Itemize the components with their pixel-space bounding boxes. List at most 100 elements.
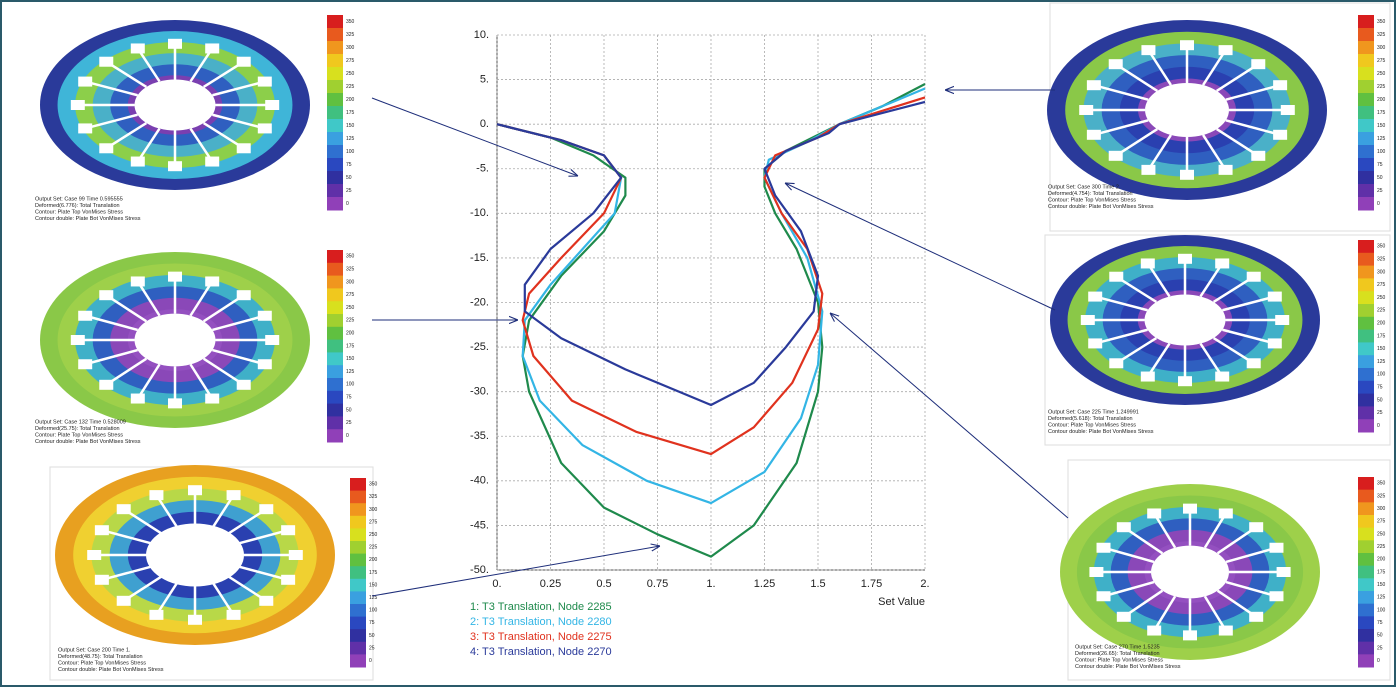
colorbar-label: 200 (369, 557, 378, 563)
colorbar-label: 25 (346, 420, 352, 426)
colorbar-segment (327, 28, 343, 42)
colorbar-segment (350, 654, 366, 667)
spoke-pad (168, 272, 182, 282)
spoke-pad (1109, 358, 1123, 368)
colorbar-label: 50 (1377, 397, 1383, 403)
spoke-pad (205, 276, 219, 286)
colorbar-segment (1358, 41, 1374, 55)
colorbar-label: 125 (1377, 359, 1386, 365)
line-chart: Set Value 10.5.0.-5.-10.-15.-20.-25.-30.… (470, 29, 930, 658)
spoke-pad (1268, 292, 1282, 302)
x-axis-label: Set Value (878, 596, 925, 608)
colorbar-segment (1358, 93, 1374, 107)
spoke-pad (1178, 376, 1192, 386)
center-hole (135, 80, 216, 131)
panel-caption: Output Set: Case 200 Time 1. (58, 647, 131, 653)
colorbar-segment (1358, 119, 1374, 133)
colorbar-label: 0 (346, 201, 349, 207)
colorbar-segment (350, 516, 366, 529)
colorbar-label: 325 (1377, 32, 1386, 38)
colorbar-label: 300 (346, 45, 355, 51)
colorbar-segment (327, 197, 343, 211)
colorbar-segment (1358, 419, 1374, 432)
spoke-pad (168, 398, 182, 408)
spoke-pad (168, 161, 182, 171)
spoke-pad (1089, 567, 1103, 577)
x-tick-label: 2. (920, 578, 929, 590)
spoke-pad (237, 57, 251, 67)
colorbar-label: 300 (1377, 269, 1386, 275)
colorbar-label: 75 (1377, 385, 1383, 391)
spoke-pad (78, 123, 92, 133)
contour-panel: 3503253002752502252001751501251007550250… (1047, 3, 1390, 231)
spoke-pad (1109, 59, 1123, 69)
spoke-pad (149, 490, 163, 500)
spoke-pad (1178, 254, 1192, 264)
y-tick-label: -50. (470, 564, 489, 576)
colorbar-segment (1358, 553, 1374, 566)
spoke-pad (78, 311, 92, 321)
spoke-pad (227, 490, 241, 500)
y-tick-label: 5. (480, 73, 489, 85)
colorbar-label: 325 (346, 32, 355, 38)
colorbar-label: 50 (346, 175, 352, 181)
panel-caption: Output Set: Case 300 Time 2. (1048, 184, 1121, 190)
colorbar-segment (327, 314, 343, 327)
contour-panel: 3503253002752502252001751501251007550250… (35, 250, 355, 445)
colorbar-label: 275 (1377, 58, 1386, 64)
colorbar-segment (1358, 184, 1374, 198)
colorbar-label: 175 (1377, 110, 1386, 116)
spoke-pad (1273, 80, 1287, 90)
panel-caption: Contour: Plate Top VonMises Stress (35, 209, 123, 215)
colorbar-label: 250 (1377, 531, 1386, 537)
colorbar-segment (327, 404, 343, 417)
spoke-pad (1277, 567, 1291, 577)
colorbar-label: 100 (369, 608, 378, 614)
colorbar-segment (327, 365, 343, 378)
colorbar-label: 350 (346, 254, 355, 260)
colorbar-segment (327, 158, 343, 172)
colorbar-label: 225 (369, 545, 378, 551)
colorbar-label: 325 (369, 494, 378, 500)
colorbar-label: 125 (346, 369, 355, 375)
colorbar-segment (1358, 15, 1374, 29)
x-tick-label: 0. (492, 578, 501, 590)
spoke-pad (1269, 591, 1283, 601)
colorbar-label: 25 (369, 645, 375, 651)
spoke-pad (237, 380, 251, 390)
colorbar-label: 250 (346, 71, 355, 77)
colorbar-segment (327, 132, 343, 146)
colorbar-segment (327, 429, 343, 442)
colorbar-label: 50 (1377, 633, 1383, 639)
colorbar-segment (1358, 629, 1374, 642)
colorbar-label: 50 (369, 633, 375, 639)
colorbar-segment (350, 604, 366, 617)
colorbar-segment (327, 391, 343, 404)
colorbar-segment (1358, 266, 1374, 279)
colorbar-segment (1358, 477, 1374, 490)
panel-caption: Contour: Plate Top VonMises Stress (35, 432, 123, 438)
colorbar-segment (1358, 80, 1374, 94)
colorbar-segment (350, 642, 366, 655)
arrow (785, 183, 1055, 310)
colorbar-segment (1358, 253, 1374, 266)
spoke-pad (1087, 80, 1101, 90)
colorbar-label: 225 (1377, 84, 1386, 90)
colorbar-segment (350, 491, 366, 504)
colorbar-label: 275 (1377, 519, 1386, 525)
spoke-pad (1219, 165, 1233, 175)
spoke-pad (265, 335, 279, 345)
legend-entry: 2: T3 Translation, Node 2280 (470, 616, 612, 628)
colorbar-segment (327, 378, 343, 391)
colorbar-segment (1358, 132, 1374, 146)
colorbar-segment (1358, 304, 1374, 317)
colorbar-segment (1358, 616, 1374, 629)
y-tick-label: 10. (474, 29, 489, 41)
colorbar-label: 125 (346, 136, 355, 142)
colorbar-segment (1358, 394, 1374, 407)
spoke-pad (1087, 130, 1101, 140)
y-tick-label: -15. (470, 252, 489, 264)
colorbar-segment (327, 80, 343, 94)
colorbar-label: 175 (369, 570, 378, 576)
panel-caption: Contour: Plate Top VonMises Stress (1075, 657, 1163, 663)
